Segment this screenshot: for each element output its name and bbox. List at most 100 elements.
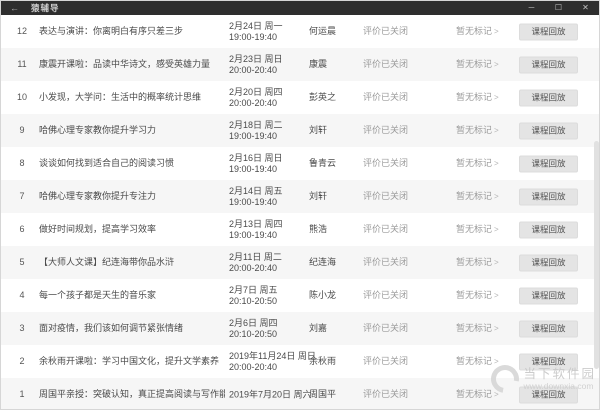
mark-status-link[interactable]: 暂无标记 > [456,246,499,279]
course-teacher: 陈小龙 [309,290,337,300]
course-datetime: 2月16日 周日 19:00-19:40 [229,153,317,175]
course-title: 余秋雨开课啦：学习中国文化，提升文学素养 [39,356,220,366]
course-row: 8 谈谈如何找到适合自己的阅读习惯 2月16日 周日 19:00-19:40 鲁… [1,147,599,180]
course-teacher: 余秋雨 [309,356,337,366]
course-playback-button[interactable]: 课程回放 [519,320,578,337]
window-title: 猿辅导 [31,3,60,13]
course-time: 20:10-20:50 [229,295,278,306]
course-index: 12 [16,26,27,36]
course-list: 12 表达与演讲：你离明白有序只差三步 2月24日 周一 19:00-19:40… [1,15,599,409]
course-playback-button[interactable]: 课程回放 [519,122,578,139]
course-time: 20:00-20:40 [229,361,278,372]
evaluation-status: 评价已关闭 [363,125,409,135]
course-playback-button[interactable]: 课程回放 [519,89,578,106]
course-datetime: 2月23日 周日 20:00-20:40 [229,54,317,76]
course-row: 1 周国平亲授：突破认知，真正提高阅读与写作能力 2019年7月20日 周六 周… [1,378,599,409]
course-datetime: 2019年7月20日 周六 [229,389,317,400]
course-teacher: 鲁青云 [309,158,337,168]
mark-status-link[interactable]: 暂无标记 > [456,312,499,345]
evaluation-status: 评价已关闭 [363,59,409,69]
evaluation-status: 评价已关闭 [363,356,409,366]
maximize-button[interactable]: ☐ [554,3,563,12]
course-teacher: 熊浩 [309,224,328,234]
course-datetime: 2月18日 周二 19:00-19:40 [229,120,317,142]
course-index: 11 [17,59,27,69]
course-date: 2月18日 周二 [229,119,283,130]
scrollbar-thumb[interactable] [594,141,599,369]
mark-status-label: 暂无标记 [456,389,493,399]
course-playback-button[interactable]: 课程回放 [519,353,578,370]
mark-status-label: 暂无标记 [456,191,493,201]
course-playback-button[interactable]: 课程回放 [519,56,578,73]
back-arrow-icon[interactable]: ← [10,3,19,13]
evaluation-status: 评价已关闭 [363,290,409,300]
course-time: 19:00-19:40 [229,130,278,141]
evaluation-status: 评价已关闭 [363,224,409,234]
mark-status-link[interactable]: 暂无标记 > [456,345,499,378]
course-playback-button[interactable]: 课程回放 [519,386,578,403]
course-index: 2 [19,356,25,366]
course-time: 19:00-19:40 [229,31,278,42]
close-button[interactable]: ✕ [582,3,589,12]
course-teacher: 刘轩 [309,125,328,135]
chevron-right-icon: > [494,225,499,234]
course-datetime: 2月7日 周五 20:10-20:50 [229,285,317,307]
course-index: 3 [19,323,25,333]
mark-status-link[interactable]: 暂无标记 > [456,213,499,246]
evaluation-status: 评价已关闭 [363,389,409,399]
course-datetime: 2月24日 周一 19:00-19:40 [229,21,317,43]
chevron-right-icon: > [494,93,499,102]
course-teacher: 康震 [309,59,328,69]
mark-status-label: 暂无标记 [456,356,493,366]
mark-status-link[interactable]: 暂无标记 > [456,378,499,409]
course-datetime: 2月14日 周五 19:00-19:40 [229,186,317,208]
course-playback-button[interactable]: 课程回放 [519,287,578,304]
evaluation-status: 评价已关闭 [363,323,409,333]
mark-status-link[interactable]: 暂无标记 > [456,15,499,48]
course-index: 4 [19,290,25,300]
course-row: 2 余秋雨开课啦：学习中国文化，提升文学素养 2019年11月24日 周日 20… [1,345,599,378]
chevron-right-icon: > [494,126,499,135]
course-row: 4 每一个孩子都是天生的音乐家 2月7日 周五 20:10-20:50 陈小龙 … [1,279,599,312]
chevron-right-icon: > [494,27,499,36]
evaluation-status: 评价已关闭 [363,158,409,168]
mark-status-label: 暂无标记 [456,125,493,135]
mark-status-link[interactable]: 暂无标记 > [456,48,499,81]
mark-status-link[interactable]: 暂无标记 > [456,180,499,213]
mark-status-label: 暂无标记 [456,224,493,234]
course-datetime: 2019年11月24日 周日 20:00-20:40 [229,351,317,373]
mark-status-link[interactable]: 暂无标记 > [456,279,499,312]
scrollbar[interactable] [594,15,599,409]
course-title: 表达与演讲：你离明白有序只差三步 [39,26,184,36]
course-datetime: 2月20日 周四 20:00-20:40 [229,87,317,109]
course-playback-button[interactable]: 课程回放 [519,254,578,271]
course-title: 【大师人文课】纪连海带你品水浒 [39,257,175,267]
course-date: 2月13日 周四 [229,218,283,229]
course-datetime: 2月6日 周四 20:10-20:50 [229,318,317,340]
mark-status-link[interactable]: 暂无标记 > [456,114,499,147]
course-playback-button[interactable]: 课程回放 [519,155,578,172]
chevron-right-icon: > [494,192,499,201]
course-index: 5 [19,257,25,267]
course-title: 每一个孩子都是天生的音乐家 [39,290,157,300]
course-index: 6 [19,224,25,234]
course-row: 9 哈佛心理专家教你提升学习力 2月18日 周二 19:00-19:40 刘轩 … [1,114,599,147]
mark-status-label: 暂无标记 [456,26,493,36]
course-title: 康震开课啦：品读中华诗文，感受英雄力量 [39,59,211,69]
course-row: 5 【大师人文课】纪连海带你品水浒 2月11日 周二 20:00-20:40 纪… [1,246,599,279]
course-playback-button[interactable]: 课程回放 [519,188,578,205]
mark-status-label: 暂无标记 [456,92,493,102]
mark-status-link[interactable]: 暂无标记 > [456,147,499,180]
course-teacher: 纪连海 [309,257,337,267]
course-playback-button[interactable]: 课程回放 [519,221,578,238]
minimize-button[interactable]: ─ [528,3,535,12]
mark-status-label: 暂无标记 [456,257,493,267]
titlebar: ← 猿辅导 ─ ☐ ✕ [1,1,599,15]
mark-status-link[interactable]: 暂无标记 > [456,81,499,114]
course-index: 9 [19,125,25,135]
course-time: 20:00-20:40 [229,262,278,273]
chevron-right-icon: > [494,159,499,168]
course-playback-button[interactable]: 课程回放 [519,23,578,40]
course-teacher: 刘嘉 [309,323,328,333]
